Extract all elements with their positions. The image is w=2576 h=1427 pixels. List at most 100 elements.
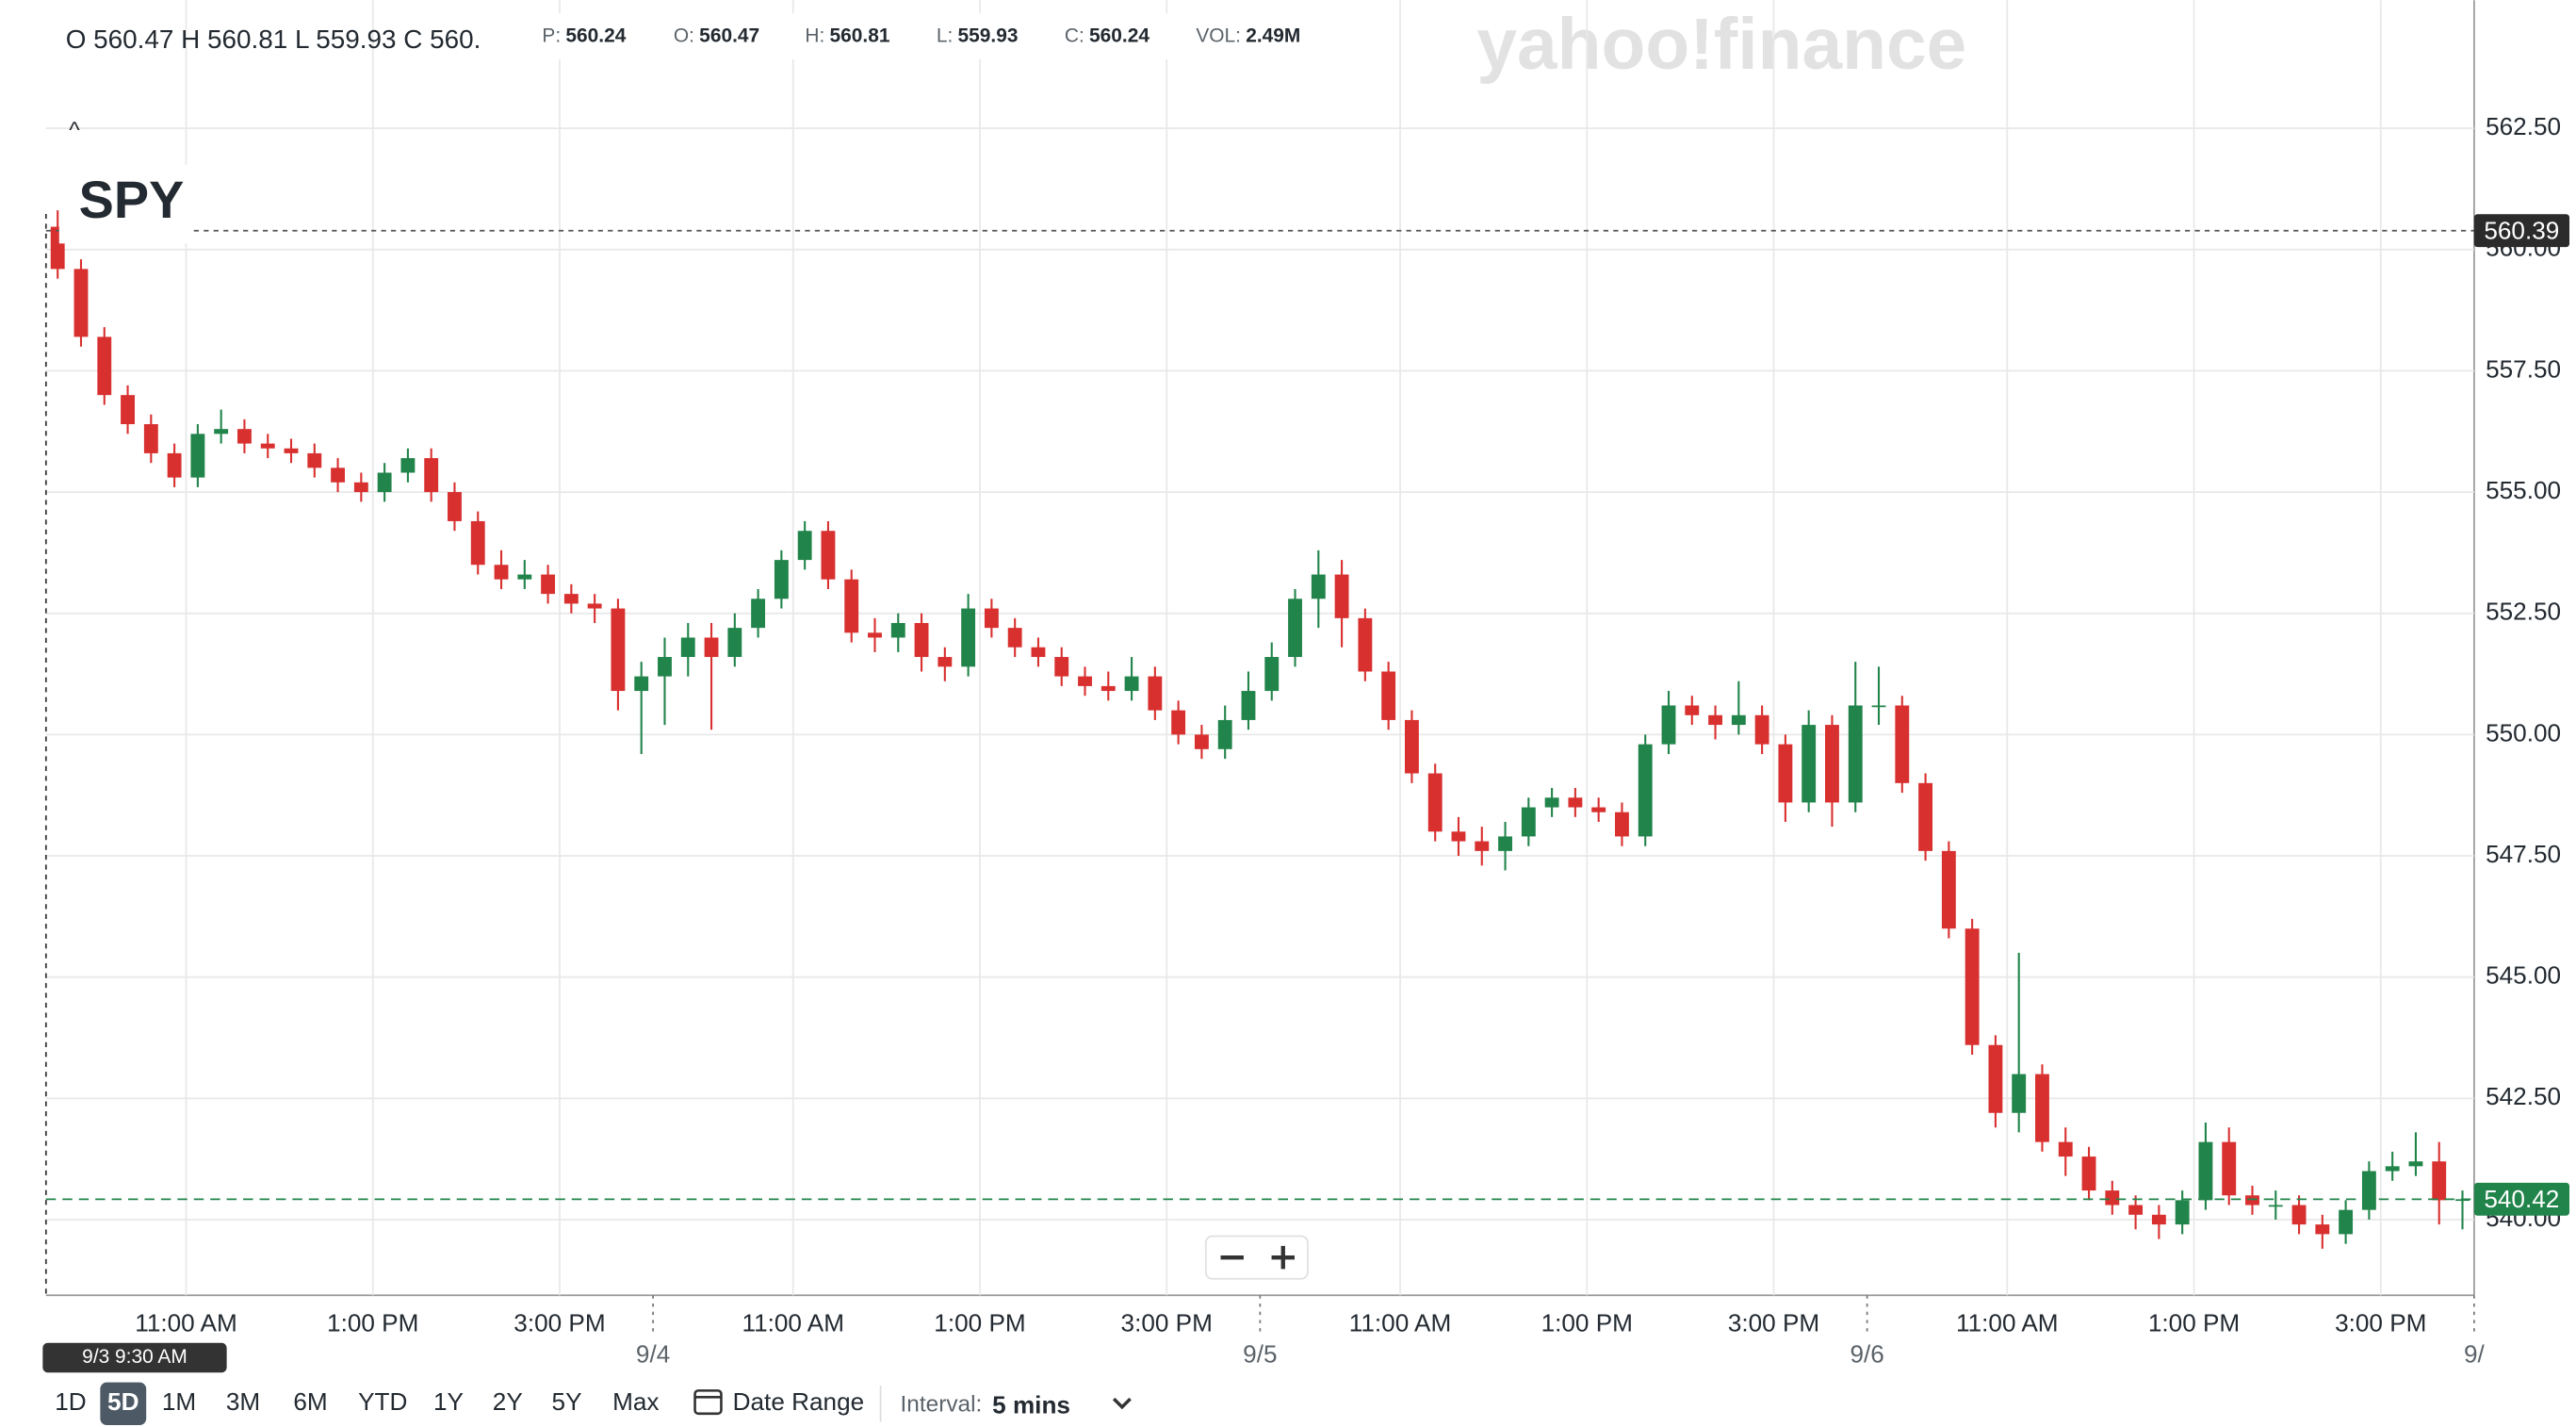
candle-body (1638, 744, 1653, 837)
y-tick-label: 562.50 (2486, 112, 2561, 140)
range-selected-bg (100, 1382, 147, 1425)
candle-body (751, 599, 766, 629)
candle-body (470, 520, 485, 566)
day-label: 9/5 (1243, 1340, 1277, 1369)
candle-body (1288, 599, 1302, 658)
candle-body (1895, 705, 1910, 783)
candle-body (844, 579, 859, 633)
hover-item: P: 560.24 (542, 25, 626, 46)
price-tag-box (2473, 214, 2570, 248)
candle-body (1825, 725, 1839, 803)
range-button[interactable]: 5Y (552, 1387, 582, 1416)
hover-value: 559.93 (958, 25, 1019, 46)
range-button[interactable]: Max (612, 1387, 659, 1416)
candle-body (1918, 782, 1933, 851)
candle-body (868, 632, 882, 638)
candle-body (1451, 831, 1466, 842)
x-tick-label: 11:00 AM (742, 1309, 845, 1337)
candle-body (1381, 671, 1396, 720)
range-button[interactable]: 6M (293, 1387, 327, 1416)
hover-label: C: (1065, 25, 1084, 46)
crosshair-label-box (42, 1342, 227, 1373)
range-button[interactable]: YTD (358, 1387, 407, 1416)
candle-body (1427, 773, 1443, 832)
crosshair-label: 9/3 9:30 AM (82, 1346, 187, 1368)
day-label: 9/ (2464, 1340, 2486, 1369)
range-button[interactable]: 1Y (433, 1387, 464, 1416)
candle-body (494, 565, 509, 580)
watermark: yahoo!finance (1476, 5, 1966, 85)
candle-body (1941, 850, 1956, 929)
candle-body (611, 608, 626, 692)
candle-body (1194, 734, 1209, 749)
candle-body (97, 336, 112, 396)
candle-body (2222, 1141, 2237, 1196)
x-tick-label: 11:00 AM (1956, 1309, 2059, 1337)
candle-body (1988, 1044, 2003, 1113)
candle-body (331, 467, 345, 483)
range-button[interactable]: 3M (226, 1387, 260, 1416)
hover-item: L: 559.93 (937, 25, 1019, 46)
calendar-icon (693, 1389, 723, 1416)
y-tick-label: 550.00 (2486, 718, 2561, 746)
candle-body (1334, 574, 1349, 618)
candle-body (424, 458, 439, 493)
candle-body (2151, 1214, 2166, 1225)
y-tick-label: 552.50 (2486, 598, 2561, 626)
candle-body (400, 458, 416, 473)
candle-body (1498, 836, 1512, 851)
candle-body (1171, 710, 1186, 735)
candle-body (1754, 714, 1769, 745)
candle-body (1264, 657, 1280, 692)
range-button[interactable]: 1M (162, 1387, 196, 1416)
y-tick-label: 542.50 (2486, 1082, 2561, 1110)
candle-body (541, 574, 556, 595)
collapse-icon[interactable]: ^ (69, 118, 80, 143)
hover-label: H: (805, 25, 824, 46)
date-range-button[interactable]: Date Range (733, 1387, 865, 1416)
candle-body (1685, 705, 1700, 715)
candle-body (2175, 1200, 2190, 1225)
candle-body (1404, 719, 1419, 774)
price-tag: 560.39 (2484, 216, 2559, 244)
y-tick-label: 545.00 (2486, 961, 2561, 990)
candle-body (1871, 705, 1886, 708)
candle-body (237, 429, 252, 444)
candle-body (2315, 1224, 2330, 1235)
candle-body (680, 637, 695, 658)
hover-label: P: (542, 25, 561, 46)
candle-body (2432, 1161, 2447, 1201)
candle-body (2198, 1141, 2213, 1201)
candle-body (353, 482, 368, 493)
candle-body (563, 594, 579, 604)
hover-label: L: (937, 25, 953, 46)
hover-item: O: 560.47 (674, 25, 759, 46)
x-tick-label: 11:00 AM (1349, 1309, 1452, 1337)
candle-body (914, 623, 929, 658)
candle-body (1124, 676, 1139, 692)
candle-body (704, 637, 719, 658)
hover-value: 560.81 (830, 25, 890, 46)
range-button[interactable]: 1D (55, 1387, 86, 1416)
zoom-in[interactable] (1271, 1245, 1295, 1270)
range-button[interactable]: 5D (107, 1387, 139, 1416)
candle-body (587, 603, 602, 609)
candle-body (1031, 647, 1046, 658)
x-tick-label: 1:00 PM (934, 1309, 1025, 1337)
candle-body (1521, 807, 1536, 837)
x-tick-label: 3:00 PM (2335, 1309, 2426, 1337)
candle-body (2081, 1156, 2096, 1191)
y-tick-label: 557.50 (2486, 354, 2561, 383)
candle-body (2105, 1190, 2120, 1206)
symbol: SPY (79, 170, 185, 229)
price-tag: 540.42 (2484, 1185, 2559, 1213)
candle-body (1965, 928, 1980, 1045)
plot: 540.00542.50545.00547.50550.00552.50555.… (45, 0, 2570, 1369)
interval-chevron[interactable] (1112, 1397, 1132, 1410)
candle-body (517, 574, 532, 580)
x-tick-label: 1:00 PM (327, 1309, 418, 1337)
candle-body (797, 531, 812, 561)
candle-body (2268, 1205, 2283, 1207)
range-button[interactable]: 2Y (493, 1387, 523, 1416)
interval-select[interactable]: 5 mins (992, 1391, 1070, 1419)
